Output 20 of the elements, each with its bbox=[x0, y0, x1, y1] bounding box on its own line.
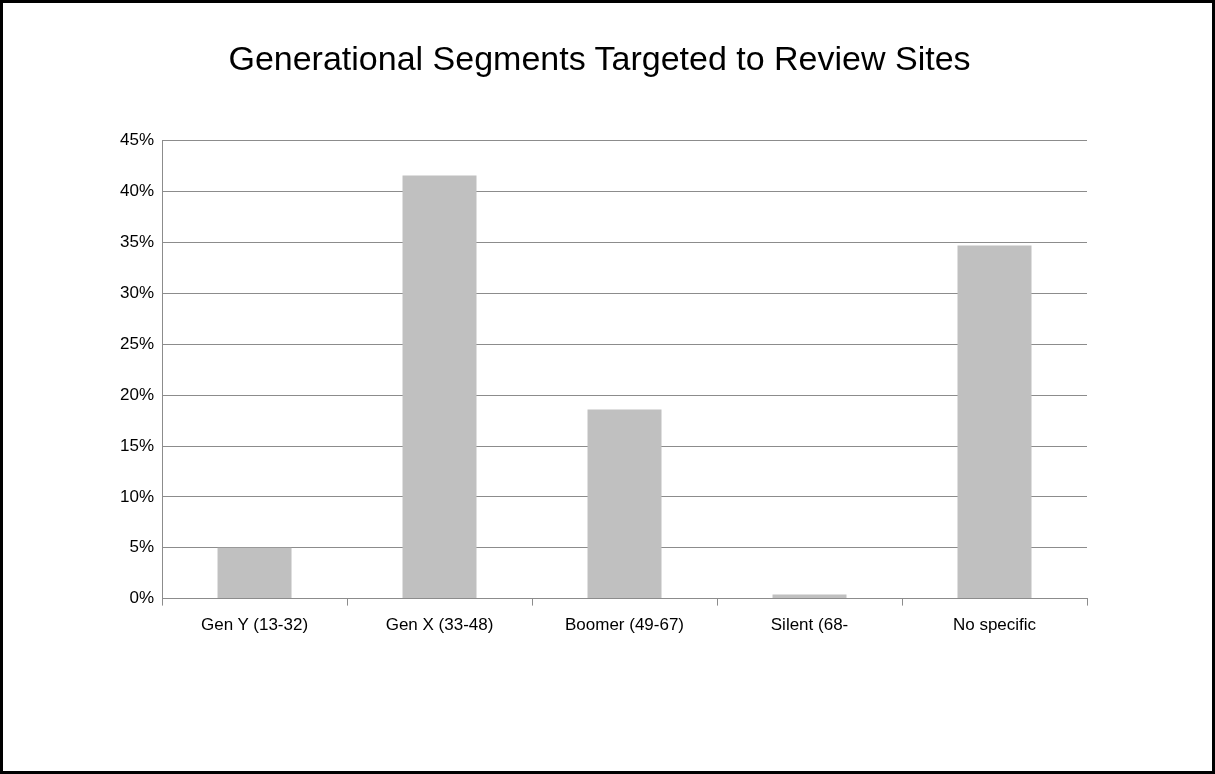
x-tick-label: Gen X (33-48) bbox=[385, 615, 494, 635]
chart-title: Generational Segments Targeted to Review Sites bbox=[228, 38, 971, 77]
y-tick-label: 30% bbox=[119, 283, 155, 303]
x-tick-label: Boomer (49-67) bbox=[564, 615, 685, 635]
bar bbox=[402, 175, 477, 599]
bar bbox=[587, 409, 662, 599]
bar bbox=[957, 245, 1032, 599]
y-tick-label: 5% bbox=[129, 537, 155, 557]
y-tick-label: 15% bbox=[119, 435, 155, 455]
y-tick-label: 40% bbox=[119, 181, 155, 201]
y-tick-label: 10% bbox=[119, 486, 155, 506]
y-tick-label: 20% bbox=[119, 384, 155, 404]
y-tick-label: 0% bbox=[129, 588, 155, 608]
x-tick-label: Gen Y (13-32) bbox=[200, 615, 309, 635]
bar bbox=[217, 547, 292, 599]
y-tick-label: 45% bbox=[119, 130, 155, 150]
y-tick-label: 25% bbox=[119, 333, 155, 353]
x-tick-label: Silent (68- bbox=[770, 615, 849, 635]
y-tick-label: 35% bbox=[119, 232, 155, 252]
x-tick-label: No specific bbox=[952, 615, 1037, 635]
